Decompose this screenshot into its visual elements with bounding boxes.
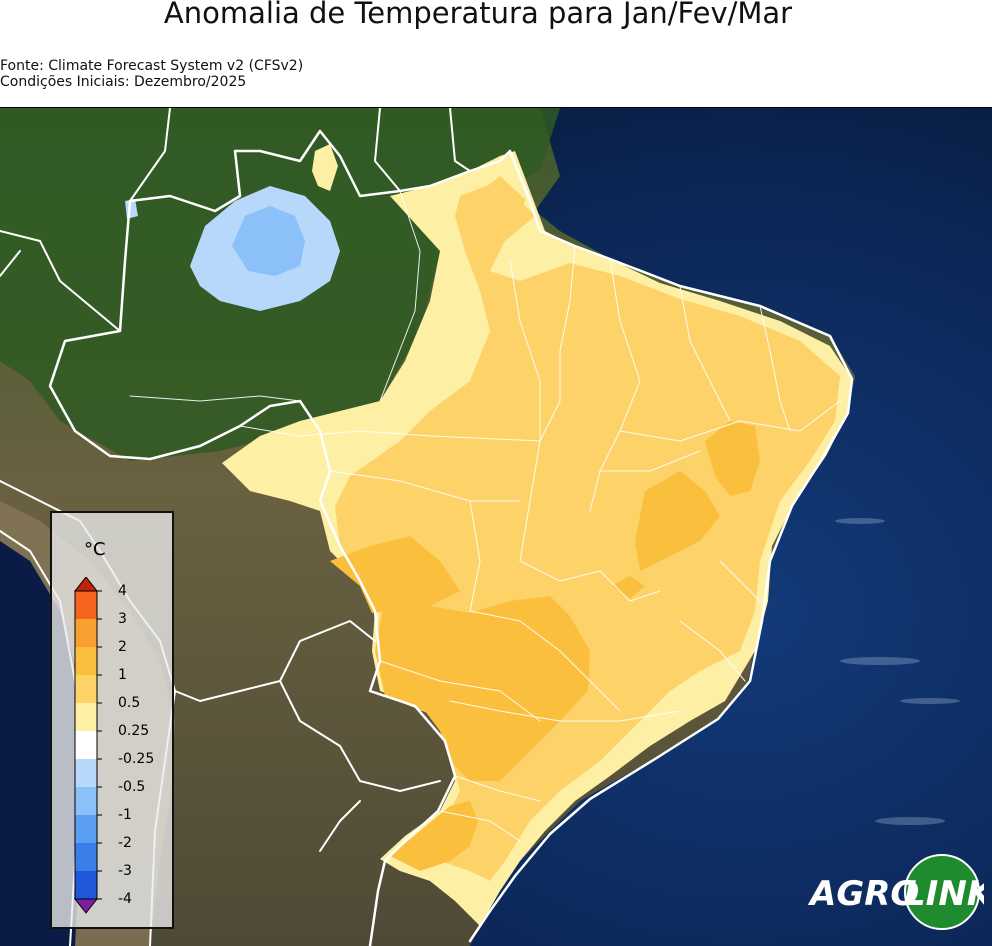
colorbar-cell — [75, 871, 97, 900]
colorbar-tick-label: -1 — [118, 807, 132, 823]
colorbar-outline — [74, 590, 98, 900]
legend-unit: °C — [84, 539, 106, 560]
initial-conditions-line: Condições Iniciais: Dezembro/2025 — [0, 74, 247, 90]
source-line: Fonte: Climate Forecast System v2 (CFSv2… — [0, 58, 304, 74]
agrolink-logo: AGRO LINK — [807, 854, 992, 930]
colorbar-cell — [75, 731, 97, 760]
colorbar-cell — [75, 815, 97, 844]
anomaly-patch-northeast — [705, 421, 760, 496]
map-frame: °C 4 3 2 1 0.5 0.25 -0.25 -0.5 -1 -2 -3 -4 AGRO LIN… — [0, 107, 992, 946]
colorbar-tick-label: 0.25 — [118, 723, 150, 739]
negative-anomaly-inner — [232, 206, 305, 276]
source-info: Fonte: Climate Forecast System v2 (CFSv2… — [0, 58, 303, 90]
colorbar-cell — [75, 843, 97, 872]
colorbar-cell — [75, 759, 97, 788]
colorbar — [73, 577, 102, 914]
brazil-anomaly-05-north — [468, 176, 525, 261]
anomaly-patch-west — [330, 536, 460, 613]
colorbar-cell — [75, 703, 97, 732]
anomaly-guiana — [312, 144, 338, 191]
map-title: Anomalia de Temperatura para Jan/Fev/Mar — [163, 0, 793, 30]
boundaries — [0, 108, 854, 946]
colorbar-extend-max — [73, 577, 99, 592]
colorbar-tick-label: -0.25 — [118, 751, 155, 767]
brand-text-part2: LINK — [904, 874, 984, 914]
anomaly-patch-minas — [612, 576, 645, 599]
colorbar-legend: °C 4 3 2 1 0.5 0.25 -0.25 -0.5 -1 -2 -3 -4 — [50, 511, 174, 929]
colorbar-tick-label: 0.5 — [118, 695, 141, 711]
colorbar-cell — [75, 647, 97, 676]
cloud-streaks — [835, 518, 960, 825]
brand-text-part1: AGRO — [807, 874, 919, 914]
colorbar-extend-min — [73, 898, 99, 914]
colorbar-tick-label: -0.5 — [118, 779, 146, 795]
anomaly-patch-bahia — [635, 471, 720, 571]
colorbar-cell — [75, 619, 97, 648]
colorbar-cell — [75, 675, 97, 704]
colorbar-cell — [75, 591, 97, 620]
anomaly-patch-south — [390, 801, 478, 871]
colorbar-cell — [75, 787, 97, 816]
colorbar-tick-label: 4 — [118, 583, 127, 599]
colorbar-tick-label: -4 — [118, 891, 132, 907]
colorbar-tick-label: -2 — [118, 835, 132, 851]
colorbar-tick-label: 3 — [118, 611, 127, 627]
brand-logo: AGRO LINK — [806, 853, 992, 931]
colorbar-tick-label: 1 — [118, 667, 127, 683]
anomaly-map — [0, 108, 992, 946]
colorbar-tick-label: -3 — [118, 863, 132, 879]
colorbar-tick-label: 2 — [118, 639, 127, 655]
